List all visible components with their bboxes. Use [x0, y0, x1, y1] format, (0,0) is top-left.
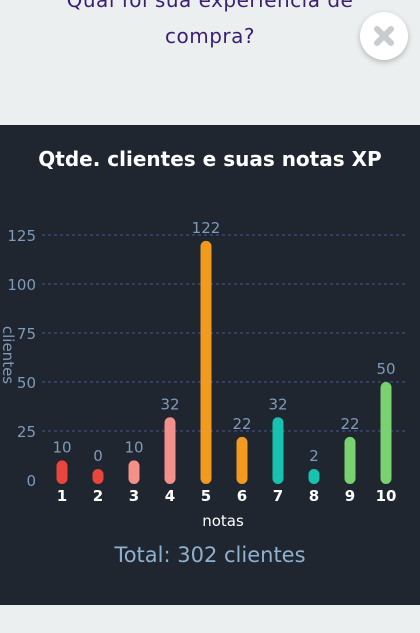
bar — [380, 382, 392, 484]
bar-value-label: 22 — [340, 415, 359, 433]
bar — [308, 469, 320, 484]
x-tick-label: 9 — [345, 487, 355, 505]
footer-strip — [0, 605, 420, 633]
bar-value-label: 10 — [124, 438, 143, 456]
x-tick-label: 1 — [57, 487, 67, 505]
x-tick-label: 10 — [376, 487, 397, 505]
y-tick-label: 75 — [17, 325, 36, 343]
x-tick-label: 4 — [165, 487, 175, 505]
bar-value-label: 0 — [93, 447, 103, 465]
bar — [128, 460, 140, 484]
y-tick-label: 0 — [26, 472, 36, 490]
bar — [236, 436, 248, 484]
bar-value-label: 22 — [232, 415, 251, 433]
bar — [272, 417, 284, 484]
question-text-line-2: compra? — [164, 24, 255, 48]
x-tick-label: 5 — [201, 487, 211, 505]
bar-value-label: 10 — [52, 438, 71, 456]
question-text-line-1: Qual foi sua experiência de — [66, 0, 354, 12]
y-axis-label: clientes — [0, 326, 17, 384]
question-header: Qual foi sua experiência de compra? — [0, 0, 420, 125]
bar-value-label: 32 — [160, 395, 179, 413]
close-button[interactable] — [360, 12, 408, 60]
bar — [92, 469, 104, 484]
bar — [344, 436, 356, 484]
x-tick-label: 2 — [93, 487, 103, 505]
x-tick-label: 7 — [273, 487, 283, 505]
total-clients: Total: 302 clientes — [114, 543, 306, 567]
bar-value-label: 32 — [268, 395, 287, 413]
bar — [200, 240, 212, 484]
y-tick-label: 125 — [7, 227, 36, 245]
x-tick-label: 3 — [129, 487, 139, 505]
bar-value-label: 122 — [192, 219, 221, 237]
chart-title: Qtde. clientes e suas notas XP — [38, 147, 382, 171]
bar — [56, 460, 68, 484]
bar-value-label: 50 — [376, 360, 395, 378]
y-tick-label: 50 — [17, 374, 36, 392]
bar-value-label: 2 — [309, 447, 319, 465]
chart-panel: Qtde. clientes e suas notas XP 0 25 50 75 10… — [0, 125, 420, 605]
x-tick-label: 8 — [309, 487, 319, 505]
x-axis-label: notas — [202, 512, 244, 530]
close-icon — [374, 26, 394, 46]
y-tick-label: 100 — [7, 276, 36, 294]
y-tick-label: 25 — [17, 423, 36, 441]
x-tick-label: 6 — [237, 487, 247, 505]
bar — [164, 417, 176, 484]
